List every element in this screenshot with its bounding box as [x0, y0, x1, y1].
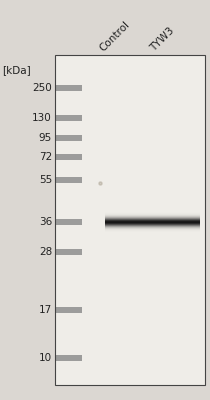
- Text: [kDa]: [kDa]: [2, 65, 31, 75]
- Bar: [55, 177, 82, 183]
- Text: 130: 130: [32, 113, 52, 123]
- Text: 95: 95: [39, 133, 52, 143]
- Bar: [55, 307, 82, 313]
- Bar: [55, 135, 82, 141]
- Bar: [55, 115, 82, 121]
- Text: 250: 250: [32, 83, 52, 93]
- Text: Control: Control: [98, 19, 132, 53]
- Bar: [55, 55, 205, 385]
- Text: 17: 17: [39, 305, 52, 315]
- Bar: [55, 219, 82, 225]
- Text: TYW3: TYW3: [148, 25, 176, 53]
- Bar: [55, 85, 82, 91]
- Text: 72: 72: [39, 152, 52, 162]
- Text: 28: 28: [39, 247, 52, 257]
- Text: 55: 55: [39, 175, 52, 185]
- Text: 10: 10: [39, 353, 52, 363]
- Text: 36: 36: [39, 217, 52, 227]
- Bar: [55, 154, 82, 160]
- Bar: [55, 249, 82, 255]
- Bar: [55, 355, 82, 361]
- Point: [98, 180, 102, 186]
